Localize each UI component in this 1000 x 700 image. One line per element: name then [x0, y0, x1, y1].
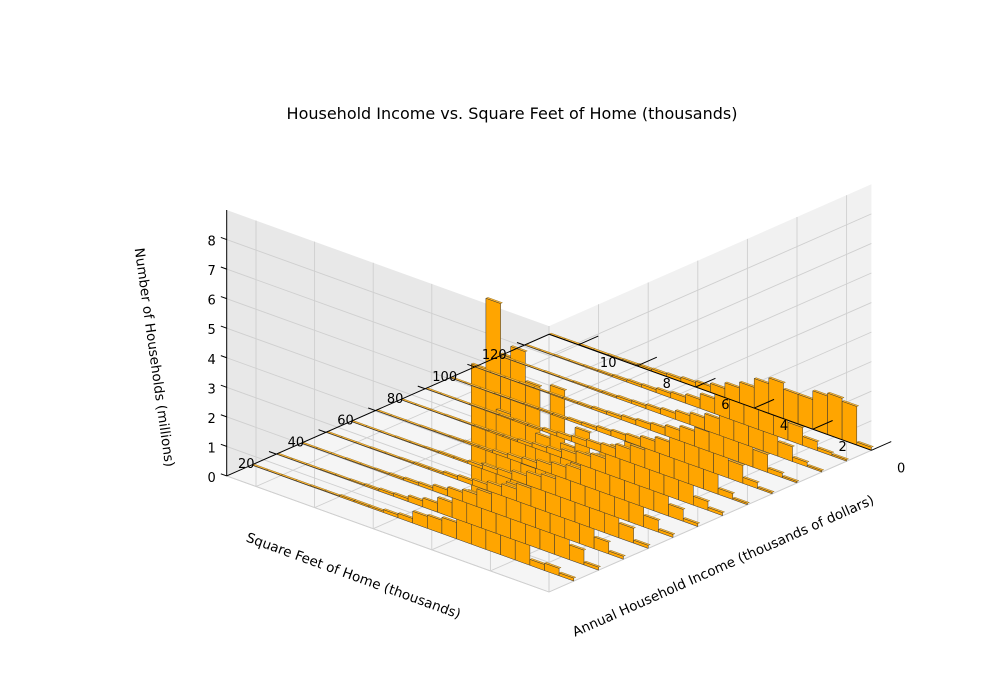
- x-tick: [753, 398, 775, 409]
- y-tick: [467, 363, 475, 368]
- bar: [817, 447, 833, 457]
- y-axis-line: [226, 333, 550, 477]
- grid-line: [548, 302, 872, 445]
- y-tick-label: 40: [288, 435, 305, 450]
- bar: [693, 495, 709, 511]
- bar: [777, 441, 793, 462]
- bar: [753, 378, 770, 414]
- grid-line: [548, 213, 872, 357]
- y-tick: [268, 451, 277, 455]
- bar: [682, 518, 699, 527]
- x-tick-label: 6: [721, 398, 729, 413]
- bar: [717, 487, 734, 500]
- bar: [633, 539, 649, 549]
- y-tick-label: 100: [432, 370, 457, 385]
- z-tick-label: 8: [208, 235, 216, 250]
- bar: [792, 456, 808, 468]
- bar: [768, 377, 784, 419]
- bar: [732, 497, 748, 506]
- z-tick: [220, 236, 227, 241]
- y-tick-label: 80: [387, 392, 404, 407]
- z-tick: [220, 473, 227, 477]
- x-tick: [636, 356, 658, 367]
- bar: [827, 392, 843, 441]
- z-tick: [220, 384, 227, 388]
- z-tick-label: 3: [208, 382, 216, 397]
- bar: [569, 544, 585, 566]
- tick-labels: 0 2 4 6 8 10 20 40 60 80 100 120 0 1 2 3 4 5 6 7 8: [208, 235, 906, 486]
- bar: [806, 464, 823, 473]
- bar: [593, 536, 610, 555]
- bar: [831, 454, 847, 462]
- z-tick-label: 1: [208, 441, 216, 456]
- bar: [728, 459, 744, 484]
- z-tick-label: 0: [208, 471, 216, 486]
- bar: [643, 514, 659, 533]
- z-tick: [220, 266, 227, 270]
- z-tick-label: 2: [208, 412, 216, 427]
- bar: [668, 503, 684, 522]
- x-tick: [578, 335, 599, 346]
- chart-title: Household Income vs. Square Feet of Home…: [287, 104, 738, 123]
- z-tick: [220, 355, 227, 359]
- y-tick: [417, 385, 426, 390]
- x-tick: [812, 420, 833, 430]
- bar: [658, 528, 674, 538]
- z-tick: [220, 325, 227, 329]
- bars: [250, 297, 874, 582]
- x-tick-label: 10: [600, 356, 617, 371]
- z-tick-label: 4: [208, 353, 216, 368]
- x-tick: [695, 377, 716, 388]
- x-axis-line: [548, 333, 872, 451]
- y-tick-label: 60: [337, 414, 354, 429]
- z-tick: [220, 443, 227, 447]
- axis-lines: [220, 210, 892, 477]
- bar: [544, 562, 560, 577]
- z-tick-label: 7: [208, 264, 216, 279]
- bar: [802, 436, 818, 452]
- bar: [841, 400, 858, 446]
- bar: [707, 507, 723, 517]
- y-tick: [516, 342, 525, 346]
- bar: [608, 550, 624, 560]
- bar: [752, 449, 768, 473]
- y-tick: [368, 407, 376, 412]
- y-tick-label: 20: [238, 457, 255, 472]
- x-tick-label: 4: [780, 419, 788, 434]
- x-tick-label: 2: [838, 440, 846, 455]
- x-tick-label: 0: [897, 461, 905, 476]
- y-tick-label: 120: [482, 348, 507, 363]
- z-axis-label: Number of Households (millions): [131, 247, 178, 468]
- bar: [787, 422, 803, 446]
- z-tick: [220, 414, 227, 418]
- grid-line: [226, 475, 550, 593]
- bar: [797, 394, 814, 430]
- bar: [742, 477, 758, 489]
- x-tick: [871, 441, 892, 451]
- grid-line: [548, 243, 872, 386]
- bar: [757, 486, 773, 495]
- bar: [782, 475, 798, 484]
- z-tick: [220, 296, 227, 300]
- z-tick-label: 6: [208, 294, 216, 309]
- bar: [618, 522, 634, 544]
- bar: [767, 467, 783, 479]
- grid-line: [548, 449, 872, 593]
- bar: [583, 561, 599, 571]
- x-tick-label: 8: [663, 377, 671, 392]
- y-tick: [318, 429, 327, 433]
- bar: [558, 572, 575, 582]
- z-tick-label: 5: [208, 323, 216, 338]
